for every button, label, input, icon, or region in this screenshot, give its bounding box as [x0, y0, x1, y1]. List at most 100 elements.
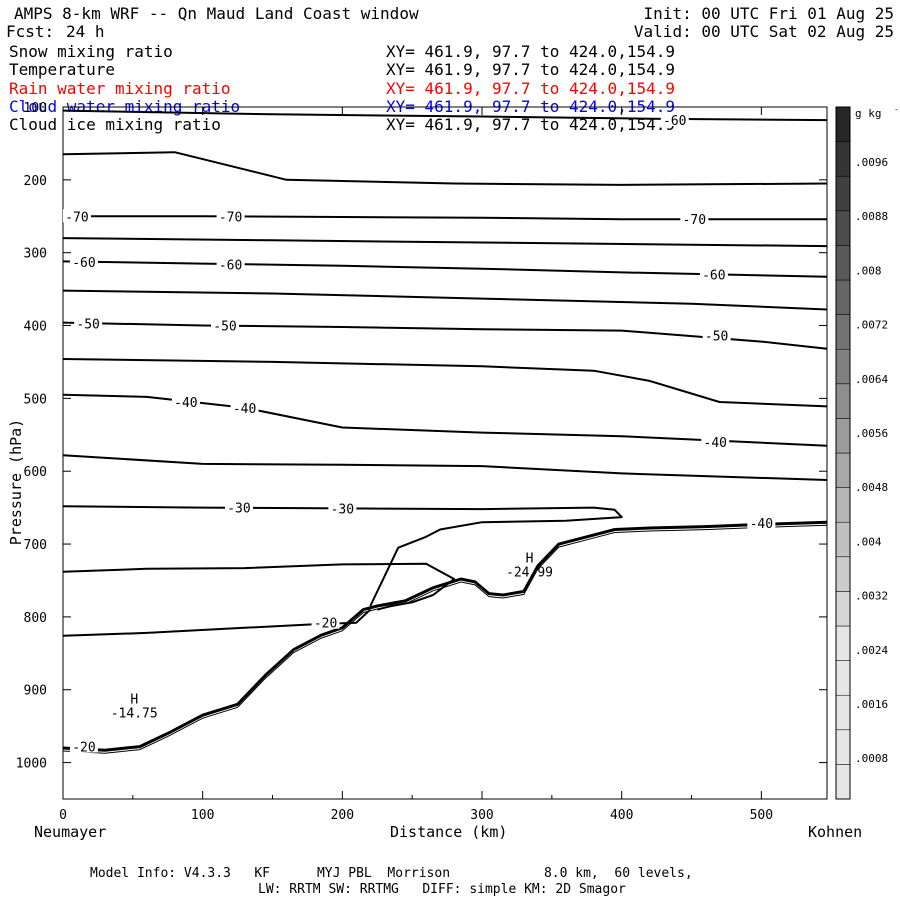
contour-label: -40	[174, 396, 197, 411]
contour-label: -40	[704, 436, 727, 451]
contour-line--60	[62, 260, 828, 278]
y-tick-label: 700	[24, 538, 47, 553]
colorbar-swatch	[835, 348, 851, 385]
colorbar-tick-label: .008	[855, 264, 882, 277]
contour-line--45	[62, 358, 828, 408]
contour-label-bg	[216, 257, 245, 271]
colorbar-tick-label: .0056	[855, 427, 888, 440]
x-tick-label: 300	[470, 808, 493, 823]
contour-line--20	[62, 608, 371, 637]
terrain-layer	[62, 520, 828, 754]
forecast-value: 24 h	[66, 22, 105, 41]
contour-label: -50	[213, 320, 236, 335]
colorbar-swatch	[835, 210, 851, 246]
contour-label: -20	[72, 741, 95, 756]
contour-label-layer: -70 -70 -70 -60 -60 -60 -50 -50 -50 -40 -40 -40 -30 -…	[62, 113, 776, 756]
valid-time: Valid: 00 UTC Sat 02 Aug 25	[633, 22, 894, 41]
colorbar-swatch	[835, 521, 851, 558]
axes-layer: 0 100 200 300 400 500 100 200 300 400 500 600 700 800…	[16, 101, 827, 823]
colorbar-swatch	[835, 729, 851, 765]
contour-label: -60	[72, 256, 95, 271]
contour-line--25	[62, 562, 456, 611]
contour-label: -50	[76, 317, 99, 332]
extremum-marker: H	[130, 693, 138, 708]
colorbar-tick-label: .0072	[855, 319, 888, 332]
colorbar-swatch	[835, 106, 851, 142]
contour-line--80	[62, 109, 828, 122]
colorbar-unit-exponent: -1	[894, 105, 900, 114]
colorbar-swatch	[835, 279, 851, 315]
contour-line--40	[62, 393, 828, 447]
model-info-line2: LW: RRTM SW: RRTMG DIFF: simple KM: 2D S…	[258, 882, 626, 897]
y-tick-label: 600	[24, 465, 47, 480]
contour-label-bg	[171, 395, 200, 409]
field-name-1: Temperature	[9, 60, 115, 80]
contour-label: -60	[702, 269, 725, 284]
extremum-value: -24.99	[506, 565, 553, 580]
x-tick-label: 100	[191, 808, 214, 823]
colorbar-frame	[835, 106, 851, 800]
contour-line--65	[62, 237, 828, 248]
colorbar-swatch	[835, 660, 851, 696]
colorbar-swatch	[835, 487, 851, 523]
colorbar-tick-label: .0008	[855, 752, 888, 765]
colorbar-swatch	[835, 418, 851, 454]
y-tick-label: 900	[24, 684, 47, 699]
contour-label-bg	[699, 267, 728, 281]
colorbar-swatch	[835, 314, 851, 350]
left-endpoint-label: Neumayer	[34, 823, 107, 841]
colorbar-tick-label: .0016	[855, 698, 888, 711]
chart-title: AMPS 8-km WRF -- Qn Maud Land Coast wind…	[14, 4, 419, 23]
colorbar-swatch	[835, 764, 851, 800]
contour-label: -30	[227, 502, 250, 517]
contour-line--35	[62, 454, 828, 481]
terrain-line-secondary	[62, 524, 828, 754]
terrain-line	[62, 520, 828, 752]
colorbar-swatch	[835, 452, 851, 488]
contour-line--70	[63, 215, 827, 221]
colorbar-swatch	[835, 625, 851, 661]
field-xy-2: XY= 461.9, 97.7 to 424.0,154.9	[386, 78, 675, 98]
field-xy-1: XY= 461.9, 97.7 to 424.0,154.9	[386, 60, 675, 80]
contour-label-bg	[660, 113, 689, 127]
x-axis-label: Distance (km)	[390, 823, 508, 841]
init-time: Init: 00 UTC Fri 01 Aug 25	[643, 4, 894, 23]
x-tick-label: 0	[59, 808, 67, 823]
x-tick-label: 200	[331, 808, 354, 823]
contour-label-bg	[69, 739, 98, 753]
y-tick-label: 400	[24, 320, 47, 335]
contour-label: -40	[233, 402, 256, 417]
contour-label: -70	[65, 210, 88, 225]
y-tick-label: 800	[24, 611, 47, 626]
contour-line--75	[62, 151, 828, 186]
model-info-line1: Model Info: V4.3.3 KF MYJ PBL Morrison 8…	[90, 866, 693, 881]
contour-label-bg	[747, 515, 776, 529]
field-name-2: Rain water mixing ratio	[9, 78, 231, 98]
colorbar-unit: g kg	[855, 107, 882, 120]
contour-line--30	[62, 505, 623, 607]
colorbar-tick-label: .0064	[855, 373, 888, 386]
contour-label: -40	[750, 517, 773, 532]
field-xy-3: XY= 461.9, 97.7 to 424.0,154.9	[386, 96, 675, 116]
colorbar-swatch	[835, 694, 851, 731]
y-tick-label: 300	[24, 247, 47, 262]
extremum-marker: H	[526, 551, 534, 566]
colorbar-tick-label: .004	[855, 535, 882, 548]
contour-label-bg	[74, 316, 103, 330]
plot-frame	[62, 106, 828, 800]
contour-layer	[62, 109, 828, 637]
y-tick-label: 500	[24, 392, 47, 407]
contour-label-bg	[311, 615, 340, 629]
colorbar-swatch	[835, 141, 851, 177]
contour-label: -20	[314, 617, 337, 632]
colorbar-tick-label: .0032	[855, 590, 888, 603]
y-tick-label: 200	[24, 174, 47, 189]
field-name-4: Cloud ice mixing ratio	[9, 115, 221, 135]
contour-label-bg	[702, 328, 731, 342]
contour-label: -70	[219, 210, 242, 225]
colorbar-swatch	[835, 556, 851, 592]
contour-label-bg	[680, 212, 709, 226]
field-xy-4: XY= 461.9, 97.7 to 424.0,154.9	[386, 115, 675, 135]
contour-label-bg	[224, 500, 253, 514]
contour-label-bg	[701, 435, 730, 449]
